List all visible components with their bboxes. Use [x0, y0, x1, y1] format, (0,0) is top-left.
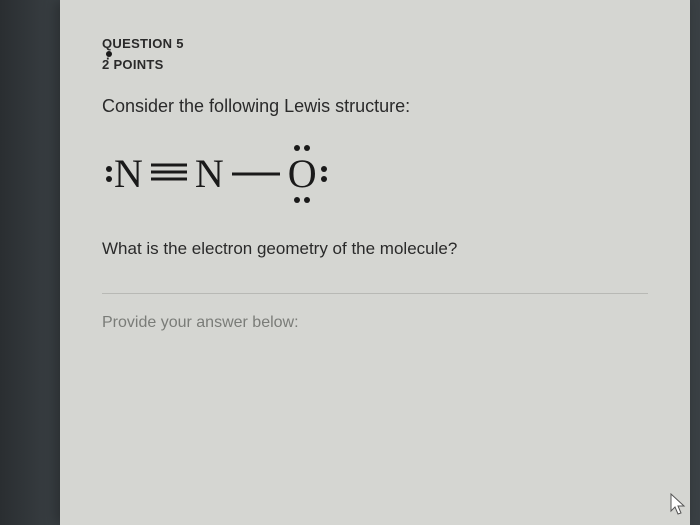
- question-header: QUESTION 5 · 2 POINTS: [102, 36, 648, 72]
- divider: [102, 293, 648, 294]
- lewis-structure: N N O: [106, 145, 648, 203]
- question-points: 2 POINTS: [102, 57, 164, 72]
- lone-pair-bottom: [294, 197, 310, 203]
- atom-n2: N: [193, 154, 226, 194]
- question-number: QUESTION 5: [102, 36, 184, 51]
- page-shadow: [0, 0, 60, 525]
- single-bond: [232, 165, 280, 183]
- answer-label: Provide your answer below:: [102, 314, 648, 332]
- triple-bond: [151, 162, 187, 187]
- question-prompt: Consider the following Lewis structure:: [102, 96, 648, 117]
- atom-o-block: O: [286, 145, 327, 203]
- question-card: QUESTION 5 · 2 POINTS Consider the follo…: [60, 0, 690, 525]
- atom-n1-block: N: [106, 154, 145, 194]
- sub-question: What is the electron geometry of the mol…: [102, 239, 648, 259]
- lone-pair-right: [321, 166, 327, 182]
- answer-input[interactable]: [102, 340, 648, 420]
- atom-o: O: [286, 154, 319, 194]
- atom-n1: N: [112, 154, 145, 194]
